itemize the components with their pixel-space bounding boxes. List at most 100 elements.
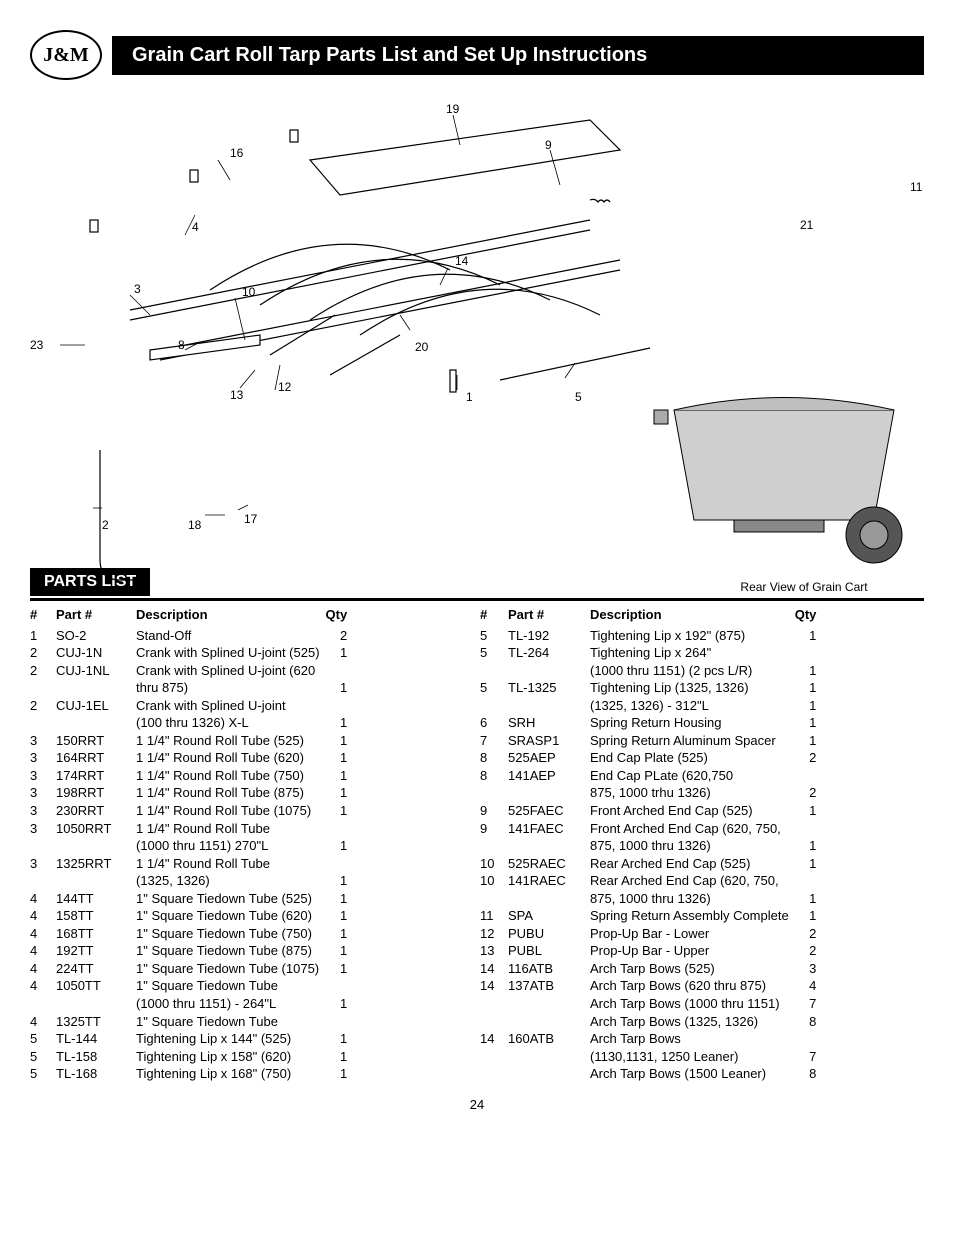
logo: J&M <box>30 30 102 80</box>
cell-part: TL-144 <box>56 1030 136 1048</box>
table-row: 14137ATBArch Tarp Bows (620 thru 875)4 <box>480 977 816 995</box>
cell-qty: 1 <box>326 644 348 662</box>
cell-desc: Tightening Lip x 264" <box>590 644 795 662</box>
cell-desc: Tightening Lip x 144" (525) <box>136 1030 326 1048</box>
callout-17: 17 <box>244 512 257 526</box>
cell-part <box>508 784 590 802</box>
table-row: 875, 1000 trhu 1326)2 <box>480 784 816 802</box>
cell-num: 8 <box>480 749 508 767</box>
cell-part: 230RRT <box>56 802 136 820</box>
cell-desc: Stand-Off <box>136 627 326 645</box>
cell-qty: 1 <box>326 995 348 1013</box>
cell-num: 4 <box>30 960 56 978</box>
cell-qty: 1 <box>795 837 817 855</box>
grain-cart-image <box>644 380 924 570</box>
table-row: Arch Tarp Bows (1500 Leaner)8 <box>480 1065 816 1083</box>
cell-part: 192TT <box>56 942 136 960</box>
cell-num <box>480 995 508 1013</box>
table-row: (1000 thru 1151) (2 pcs L/R)1 <box>480 662 816 680</box>
cell-part: PUBU <box>508 925 590 943</box>
callout-13: 13 <box>230 388 243 402</box>
cell-qty: 2 <box>795 942 817 960</box>
cell-desc: 1 1/4" Round Roll Tube (620) <box>136 749 326 767</box>
cell-part: 137ATB <box>508 977 590 995</box>
cell-qty: 7 <box>795 995 817 1013</box>
table-row: 41325TT1" Square Tiedown Tube <box>30 1013 347 1031</box>
callout-4: 4 <box>192 220 199 234</box>
table-row: 5TL-1325Tightening Lip (1325, 1326)1 <box>480 679 816 697</box>
cell-num: 4 <box>30 890 56 908</box>
callout-3: 3 <box>134 282 141 296</box>
cell-desc: (1325, 1326) - 312"L <box>590 697 795 715</box>
cell-qty: 1 <box>326 784 348 802</box>
cell-desc: Crank with Splined U-joint (525) <box>136 644 326 662</box>
cell-num: 5 <box>480 679 508 697</box>
callout-14: 14 <box>455 254 468 268</box>
parts-tables: # Part # Description Qty 1SO-2Stand-Off2… <box>30 598 924 1083</box>
cell-desc: Tightening Lip (1325, 1326) <box>590 679 795 697</box>
cell-desc: Arch Tarp Bows (1500 Leaner) <box>590 1065 795 1083</box>
cell-num: 11 <box>480 907 508 925</box>
table-row: 10141RAECRear Arched End Cap (620, 750, <box>480 872 816 890</box>
cell-desc: Tightening Lip x 192" (875) <box>590 627 795 645</box>
callout-2: 2 <box>102 518 109 532</box>
cell-desc: thru 875) <box>136 679 326 697</box>
cell-qty: 1 <box>326 872 348 890</box>
cell-part <box>508 1048 590 1066</box>
callout-23: 23 <box>30 338 43 352</box>
cell-desc: Tightening Lip x 158" (620) <box>136 1048 326 1066</box>
cell-num: 5 <box>30 1048 56 1066</box>
cell-qty: 8 <box>795 1013 817 1031</box>
cell-qty: 1 <box>795 627 817 645</box>
cell-desc: 1" Square Tiedown Tube (750) <box>136 925 326 943</box>
table-row: Arch Tarp Bows (1000 thru 1151)7 <box>480 995 816 1013</box>
parts-table-right: # Part # Description Qty 5TL-192Tighteni… <box>480 605 816 1083</box>
cell-part: TL-158 <box>56 1048 136 1066</box>
callout-21: 21 <box>800 218 813 232</box>
cell-part: 1050TT <box>56 977 136 995</box>
table-row: (100 thru 1326) X-L1 <box>30 714 347 732</box>
cell-qty <box>326 697 348 715</box>
callout-11: 11 <box>910 180 922 194</box>
cell-qty: 1 <box>326 1030 348 1048</box>
cell-part: 116ATB <box>508 960 590 978</box>
table-row: 9525FAECFront Arched End Cap (525)1 <box>480 802 816 820</box>
callout-9: 9 <box>545 138 552 152</box>
cell-qty <box>326 977 348 995</box>
table-row: 41050TT1" Square Tiedown Tube <box>30 977 347 995</box>
callout-12: 12 <box>278 380 291 394</box>
table-row: 2CUJ-1NCrank with Splined U-joint (525)1 <box>30 644 347 662</box>
cell-num: 7 <box>480 732 508 750</box>
table-row: 3198RRT1 1/4" Round Roll Tube (875)1 <box>30 784 347 802</box>
cell-desc: 1" Square Tiedown Tube <box>136 1013 326 1031</box>
cell-part: TL-168 <box>56 1065 136 1083</box>
cell-desc: 1 1/4" Round Roll Tube <box>136 855 326 873</box>
cell-num: 1 <box>30 627 56 645</box>
table-row: (1000 thru 1151) - 264"L1 <box>30 995 347 1013</box>
cell-num: 4 <box>30 977 56 995</box>
cell-qty <box>326 662 348 680</box>
page-number: 24 <box>30 1097 924 1112</box>
cell-desc: End Cap PLate (620,750 <box>590 767 795 785</box>
table-row: 5TL-192Tightening Lip x 192" (875)1 <box>480 627 816 645</box>
cell-desc: 875, 1000 thru 1326) <box>590 890 795 908</box>
table-row: 31050RRT1 1/4" Round Roll Tube <box>30 820 347 838</box>
cell-desc: 1" Square Tiedown Tube <box>136 977 326 995</box>
table-row: 3230RRT1 1/4" Round Roll Tube (1075)1 <box>30 802 347 820</box>
cell-desc: Arch Tarp Bows (525) <box>590 960 795 978</box>
cell-qty: 2 <box>795 925 817 943</box>
cell-part: TL-264 <box>508 644 590 662</box>
cell-num <box>30 995 56 1013</box>
table-row: 1SO-2Stand-Off2 <box>30 627 347 645</box>
col-part: Part # <box>508 605 590 627</box>
cell-desc: 1" Square Tiedown Tube (620) <box>136 907 326 925</box>
cell-qty: 1 <box>326 767 348 785</box>
table-row: 5TL-158Tightening Lip x 158" (620)1 <box>30 1048 347 1066</box>
cell-qty: 1 <box>326 942 348 960</box>
cell-part: SPA <box>508 907 590 925</box>
cell-desc: Prop-Up Bar - Lower <box>590 925 795 943</box>
cell-part: 174RRT <box>56 767 136 785</box>
cell-part <box>508 837 590 855</box>
cell-desc: (1130,1131, 1250 Leaner) <box>590 1048 795 1066</box>
cell-desc: 875, 1000 trhu 1326) <box>590 784 795 802</box>
